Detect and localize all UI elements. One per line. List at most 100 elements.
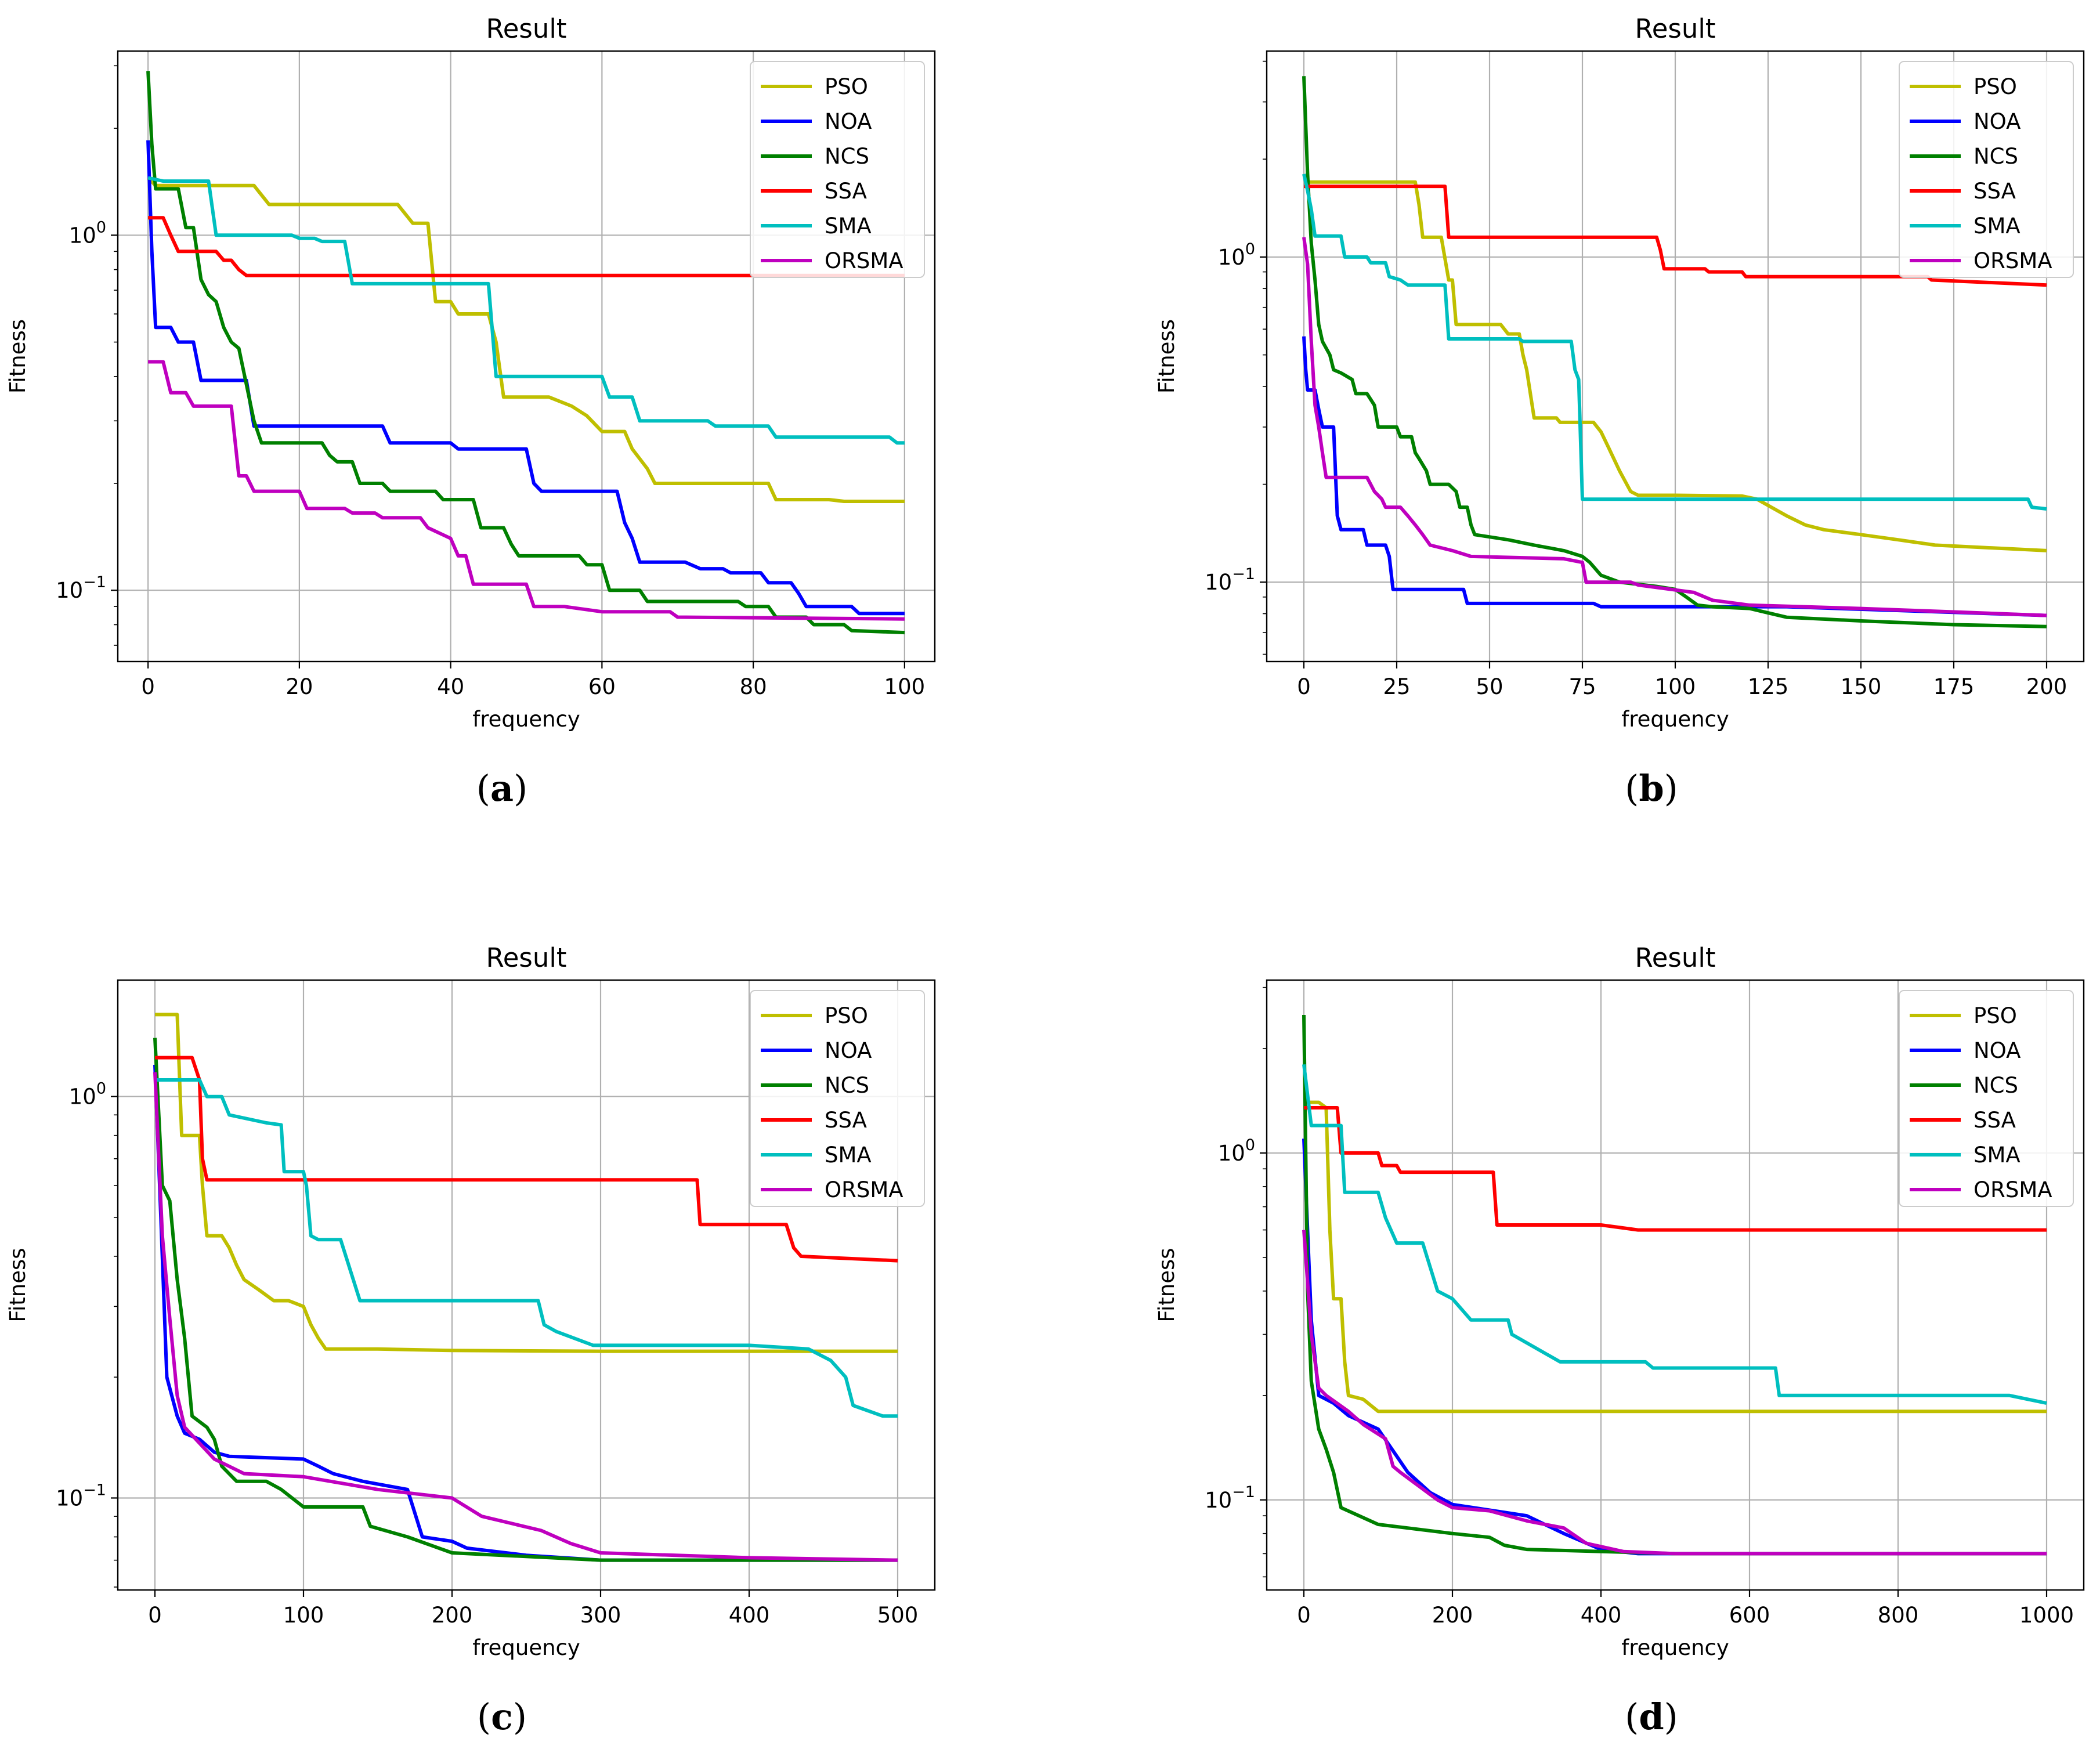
series-group <box>1302 1014 2047 1556</box>
series-line-ssa <box>1304 185 2047 287</box>
series-line-pso <box>1304 180 2047 552</box>
series-line-ssa <box>148 216 905 277</box>
x-tick-label: 200 <box>2026 674 2068 699</box>
legend-label-noa: NOA <box>1974 1038 2021 1063</box>
x-tick-label: 100 <box>1655 674 1696 699</box>
legend-label-noa: NOA <box>825 109 872 134</box>
y-axis-label: Fitness <box>1154 319 1179 393</box>
x-tick-label: 75 <box>1568 674 1596 699</box>
legend: PSO NOA NCS SSA SMA ORSMA <box>750 990 925 1207</box>
x-tick-label: 0 <box>1297 1603 1311 1628</box>
series-group <box>153 1013 898 1562</box>
series-line-ssa <box>155 1056 898 1263</box>
series-line-sma <box>155 1078 898 1418</box>
series-line-orsma <box>148 360 905 621</box>
subfigure-label: (d) <box>1625 1696 1678 1738</box>
x-axis-label: frequency <box>1621 1635 1729 1660</box>
y-tick-label: 10−1 <box>1205 565 1255 595</box>
legend-label-ncs: NCS <box>825 1073 869 1098</box>
legend: PSO NOA NCS SSA SMA ORSMA <box>750 61 925 278</box>
chart-panel-4: 0 200 400 600 800 1000 10−1 100 Result frequency F… <box>1154 942 2085 1738</box>
y-tick-label: 10−1 <box>1205 1483 1255 1513</box>
y-tick-label: 100 <box>69 1080 106 1110</box>
chart-title: Result <box>486 13 566 44</box>
x-axis-label: frequency <box>472 1635 580 1660</box>
legend-label-pso: PSO <box>825 74 868 99</box>
legend-box <box>1899 990 2074 1207</box>
legend-label-noa: NOA <box>1974 109 2021 134</box>
x-tick-label: 80 <box>740 674 767 699</box>
plot-frame <box>1266 50 2085 663</box>
x-tick-label: 800 <box>1878 1603 1919 1628</box>
series-line-ncs <box>1302 76 2047 628</box>
plot-frame <box>1266 979 2085 1591</box>
legend: PSO NOA NCS SSA SMA ORSMA <box>1899 990 2074 1207</box>
x-tick-label: 200 <box>1432 1603 1473 1628</box>
x-tick-label: 0 <box>141 674 155 699</box>
plot-frame <box>117 50 936 663</box>
series-line-ncs <box>146 71 905 635</box>
x-tick-label: 400 <box>1581 1603 1622 1628</box>
series-line-orsma <box>153 1072 898 1562</box>
x-axis-label: frequency <box>472 707 580 732</box>
subfigure-label: (b) <box>1625 767 1678 809</box>
x-tick-label: 500 <box>877 1603 919 1628</box>
y-tick-label: 10−1 <box>56 573 106 603</box>
legend-label-pso: PSO <box>825 1003 868 1028</box>
series-line-sma <box>1302 1064 2047 1405</box>
series-line-sma <box>1302 174 2047 511</box>
series-line-noa <box>146 140 905 616</box>
legend-label-noa: NOA <box>825 1038 872 1063</box>
chart-panel-2: 0 25 50 75 100 125 150 175 200 10−1 100 Result frequ… <box>1154 13 2085 809</box>
legend-label-ncs: NCS <box>825 144 869 169</box>
x-tick-label: 60 <box>588 674 616 699</box>
legend-label-sma: SMA <box>1974 214 2021 238</box>
y-tick-label: 100 <box>1218 240 1255 270</box>
x-tick-label: 600 <box>1729 1603 1770 1628</box>
series-line-noa <box>153 1064 898 1562</box>
subfigure-label: (a) <box>476 767 528 809</box>
x-tick-label: 400 <box>729 1603 770 1628</box>
legend-label-pso: PSO <box>1974 1003 2017 1028</box>
legend-label-ncs: NCS <box>1974 144 2018 169</box>
x-tick-label: 20 <box>285 674 313 699</box>
x-tick-label: 1000 <box>2019 1603 2074 1628</box>
legend-label-orsma: ORSMA <box>1974 248 2052 273</box>
series-group <box>146 71 905 635</box>
x-tick-label: 100 <box>283 1603 324 1628</box>
x-tick-label: 175 <box>1933 674 1975 699</box>
x-tick-label: 40 <box>437 674 464 699</box>
legend-label-sma: SMA <box>825 1143 872 1168</box>
x-tick-label: 50 <box>1476 674 1503 699</box>
legend-box <box>750 990 925 1207</box>
y-tick-label: 100 <box>69 218 106 248</box>
legend-label-ncs: NCS <box>1974 1073 2018 1098</box>
x-tick-label: 150 <box>1841 674 1882 699</box>
y-axis-label: Fitness <box>1154 1248 1179 1322</box>
chart-panel-3: 0 100 200 300 400 500 10−1 100 Result frequency Fi… <box>5 942 936 1738</box>
series-group <box>1302 76 2047 628</box>
plot-frame <box>117 979 936 1591</box>
y-axis-label: Fitness <box>5 1248 30 1322</box>
x-tick-label: 0 <box>1297 674 1311 699</box>
y-axis-label: Fitness <box>5 319 30 393</box>
legend-label-sma: SMA <box>825 214 872 238</box>
legend-label-orsma: ORSMA <box>825 248 903 273</box>
chart-title: Result <box>1635 942 1715 973</box>
series-line-ncs <box>153 1038 898 1562</box>
x-tick-label: 100 <box>884 674 926 699</box>
y-tick-label: 100 <box>1218 1136 1255 1166</box>
legend-label-sma: SMA <box>1974 1143 2021 1168</box>
chart-title: Result <box>1635 13 1715 44</box>
legend-label-ssa: SSA <box>825 179 867 204</box>
legend: PSO NOA NCS SSA SMA ORSMA <box>1899 61 2074 278</box>
chart-panel-1: 0 20 40 60 80 100 10−1 100 Result frequency Fitnes… <box>5 13 936 809</box>
series-line-orsma <box>1302 1230 2047 1556</box>
x-axis-label: frequency <box>1621 707 1729 732</box>
subfigure-label: (c) <box>477 1696 527 1738</box>
legend-label-ssa: SSA <box>1974 1108 2016 1133</box>
legend-label-orsma: ORSMA <box>825 1177 903 1202</box>
chart-title: Result <box>486 942 566 973</box>
legend-box <box>1899 61 2074 278</box>
x-tick-label: 0 <box>148 1603 162 1628</box>
